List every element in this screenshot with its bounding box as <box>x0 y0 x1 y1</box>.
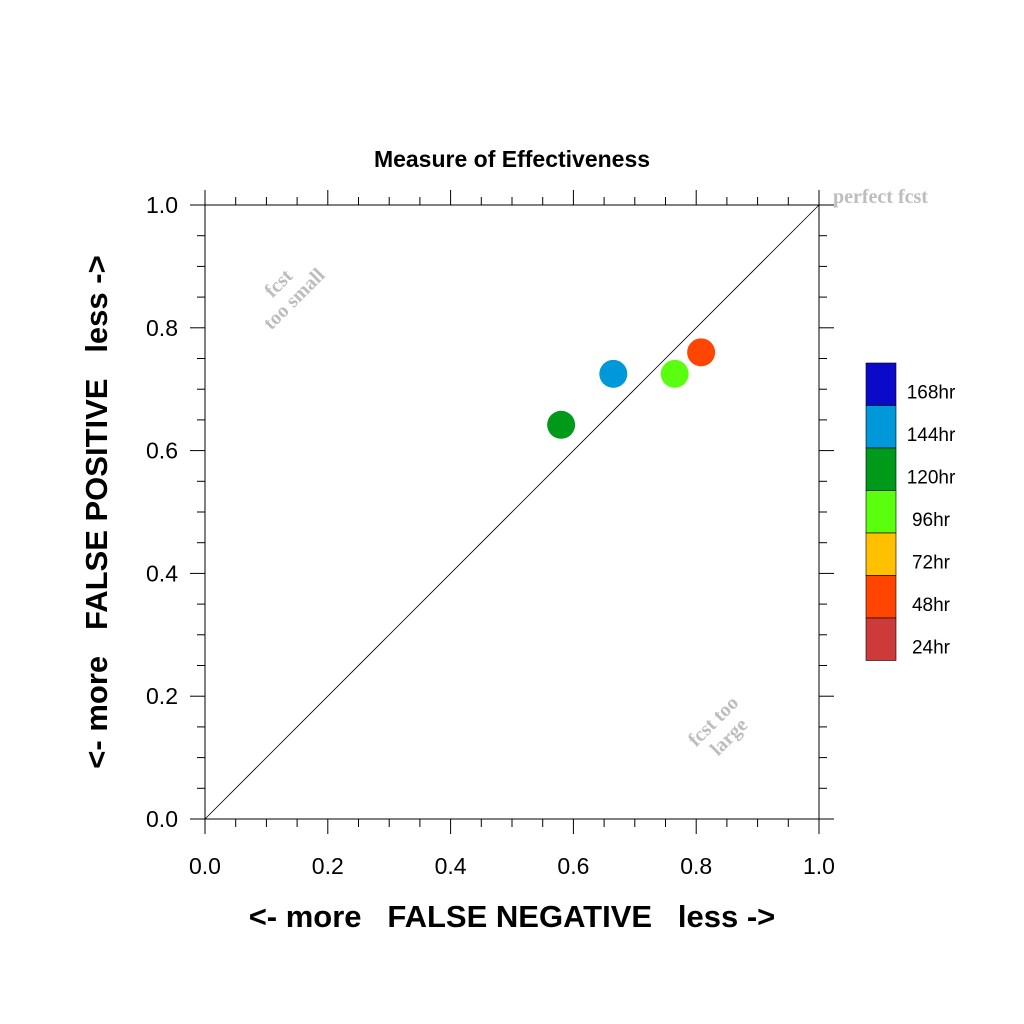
fcst-too-small-annotation: fcst too small <box>259 264 329 334</box>
legend-swatch-120hr <box>865 447 897 491</box>
perfect-fcst-annotation: perfect fcst <box>833 186 928 208</box>
point-120hr <box>547 410 576 439</box>
x-tick-labels: 0.0 0.2 0.4 0.6 0.8 1.0 <box>189 853 835 879</box>
y-tick-label: 0.0 <box>146 806 178 832</box>
axis-ticks <box>190 190 834 834</box>
data-points <box>547 338 716 439</box>
y-tick-label: 0.2 <box>146 683 178 709</box>
legend-swatch-144hr <box>865 405 897 449</box>
x-axis-label: <- more FALSE NEGATIVE less -> <box>249 899 776 934</box>
legend-swatch-168hr <box>865 362 897 406</box>
legend-swatch-24hr <box>865 617 897 661</box>
y-tick-label: 0.8 <box>146 315 178 341</box>
y-tick-labels: 0.0 0.2 0.4 0.6 0.8 1.0 <box>146 192 178 832</box>
legend-swatch-72hr <box>865 532 897 576</box>
legend-label: 48hr <box>912 595 951 616</box>
chart-title: Measure of Effectiveness <box>374 146 650 172</box>
legend-label: 24hr <box>912 638 951 659</box>
x-tick-label: 0.0 <box>189 853 221 879</box>
point-48hr <box>687 338 716 367</box>
legend-swatch-96hr <box>865 490 897 534</box>
point-96hr <box>660 359 689 388</box>
fcst-too-large-annotation: fcst too large <box>684 692 752 760</box>
y-tick-label: 1.0 <box>146 192 178 218</box>
legend-label: 96hr <box>912 510 951 531</box>
fcst-too-small-line2: too small <box>259 264 329 334</box>
x-tick-label: 0.4 <box>435 853 467 879</box>
y-tick-label: 0.6 <box>146 438 178 464</box>
diagonal-line <box>204 204 820 820</box>
legend-label: 144hr <box>907 425 956 446</box>
legend-label: 120hr <box>907 468 956 489</box>
point-144hr <box>599 359 628 388</box>
legend-swatch-48hr <box>865 575 897 619</box>
x-tick-label: 0.2 <box>312 853 344 879</box>
x-tick-label: 0.8 <box>680 853 712 879</box>
legend-label: 72hr <box>912 553 951 574</box>
y-tick-label: 0.4 <box>146 560 178 586</box>
y-axis-label: <- more FALSE POSITIVE less -> <box>79 255 114 768</box>
legend: 168hr 144hr 120hr 96hr 72hr 48hr 24hr <box>865 362 956 661</box>
x-tick-label: 1.0 <box>803 853 835 879</box>
legend-label: 168hr <box>907 383 956 404</box>
x-tick-label: 0.6 <box>557 853 589 879</box>
